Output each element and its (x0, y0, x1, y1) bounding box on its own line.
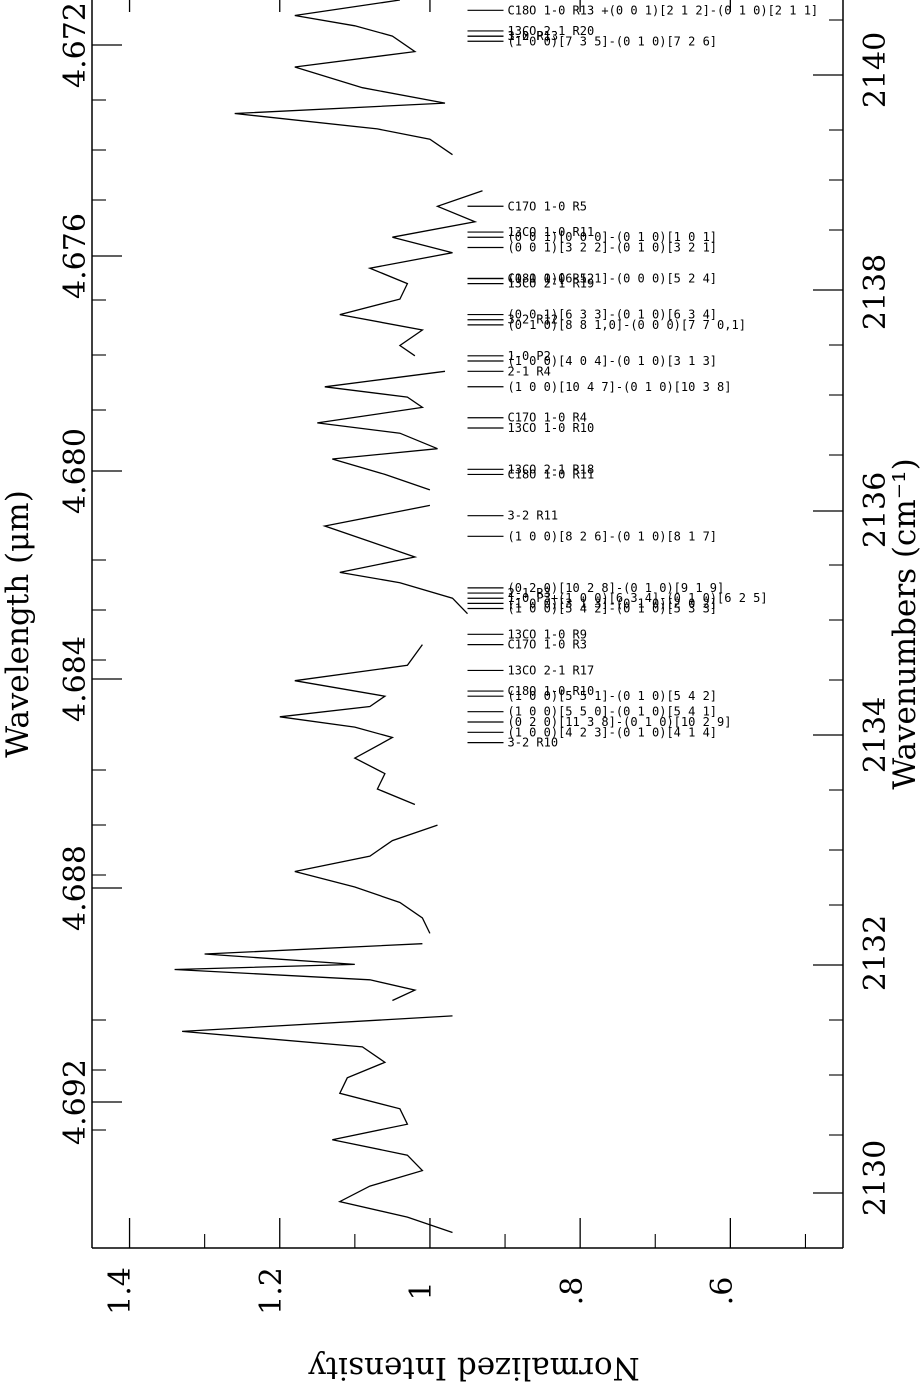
line-id-label: 3-2 R12 (508, 313, 559, 327)
line-id-label: 2-1 R3 (508, 586, 551, 600)
line-identifications: C18O 1-0 R13 +(0 0 1)[2 1 2]-(0 1 0)[2 1… (467, 3, 819, 750)
intensity-tick-label: .8 (555, 1277, 590, 1306)
wavenumber-axis-title: Wavenumbers (cm⁻¹) (887, 458, 923, 789)
line-id-label: C18O 1-0 R10 (508, 684, 595, 698)
wavenumber-tick-label: 2130 (858, 1140, 893, 1216)
wavenumber-tick-label: 2138 (858, 254, 893, 330)
spectrum-segment (317, 370, 446, 491)
line-id-label: 13CO 1-0 R11 (508, 225, 595, 239)
line-id-label: (0 2 0)[10 2 8]-(0 1 0)[9 1 9] (508, 581, 725, 595)
intensity-tick-label: 1 (404, 1281, 439, 1300)
spectrum-trace (174, 0, 483, 1234)
line-id-label: 1-0 P2 (508, 349, 551, 363)
line-id-label: 13CO 1-0 R10 (508, 421, 595, 435)
wavelength-tick-labels: 4.672 4.676 4.680 4.684 4.688 4.692 (58, 2, 93, 1145)
spectrum-segment (339, 190, 483, 357)
wavelength-tick-label: 4.688 (58, 845, 93, 931)
line-id-label: (1 0 0)[10 4 7]-(0 1 0)[10 3 8] (508, 380, 732, 394)
spectrum-segment (182, 1015, 453, 1234)
intensity-tick-label: 1.2 (254, 1267, 289, 1315)
wavelength-tick-label: 4.692 (58, 1059, 93, 1145)
line-id-label: (1 0 0)[8 2 6]-(0 1 0)[8 1 7] (508, 529, 718, 543)
line-id-label: (1 0 0)[5 5 0]-(0 1 0)[5 4 1] (508, 705, 718, 719)
line-id-label: C18O 1-0 R11 (508, 467, 595, 481)
spectrum-segment (174, 943, 423, 1002)
wavenumber-tick-label: 2136 (858, 472, 893, 548)
line-id-label: 13CO 1-0 R9 (508, 627, 587, 641)
line-id-label: C17O 1-0 R4 (508, 411, 587, 425)
line-id-label: (1 0 0)[7 3 5]-(0 1 0)[7 2 6] (508, 34, 718, 48)
line-id-label: (1 0 0)[4 0 4]-(0 1 0)[3 1 3] (508, 354, 718, 368)
spectrum-segment (234, 0, 453, 156)
intensity-tick-label: .6 (705, 1277, 740, 1306)
line-id-label: (0 0 1)[3 2 2]-(0 1 0)[3 2 1] (508, 241, 718, 255)
line-id-label: (0 1 0)[8 8 1,0]-(0 0 0)[7 7 0,1] (508, 318, 746, 332)
line-id-label: C18O 1-0 R12 (508, 271, 595, 285)
line-id-label: 13CO 2-1 R18 (508, 462, 595, 476)
line-id-label: (0 2 0)[11 3 8]-(0 1 0)[10 2 9] (508, 715, 732, 729)
intensity-tick-labels: 1.4 1.2 1 .8 .6 (103, 1267, 740, 1315)
spectrum-segment (294, 824, 438, 934)
wavelength-axis-title: Wavelength (μm) (0, 490, 36, 758)
tick-marks (92, 0, 843, 1248)
line-id-label: C17O 1-0 R5 (508, 199, 587, 213)
line-id-label: (1 0 0)[3 1 3]-(0 1 0)[2 0 2] (508, 596, 718, 610)
line-id-label: 13CO 2-1 R17 (508, 663, 595, 677)
wavelength-tick-label: 4.672 (58, 2, 93, 88)
line-id-label: 13CO 2-1 R20 (508, 24, 595, 38)
line-id-label: 1-0 P1 (508, 29, 551, 43)
wavenumber-tick-label: 2134 (858, 697, 893, 773)
line-id-label: 3-2 R13 (508, 29, 559, 43)
line-id-label: 13CO 2-1 R19 (508, 277, 595, 291)
line-id-label: (0 1 0)[6 5 1]-(0 0 0)[5 2 4] (508, 271, 718, 285)
wavenumber-tick-label: 2140 (858, 32, 893, 108)
intensity-tick-label: 1.4 (103, 1267, 138, 1315)
line-id-label: (1 0 0)[5 4 2]-(0 1 0)[5 3 3] (508, 602, 718, 616)
spectrum-segment (322, 504, 468, 615)
line-id-label: C18O 1-0 R13 +(0 0 1)[2 1 2]-(0 1 0)[2 1… (508, 3, 819, 17)
wavelength-tick-label: 4.684 (58, 636, 93, 722)
intensity-axis-title: Normalized Intensity (308, 1350, 640, 1383)
spectrum-segment (279, 644, 423, 806)
wavenumber-tick-labels: 2140 2138 2136 2134 2132 2130 (858, 32, 893, 1216)
line-id-label: C17O 1-0 R3 (508, 638, 587, 652)
line-id-label: (1 0 0)[4 2 3]-(0 1 0)[4 1 4] (508, 725, 718, 739)
wavenumber-tick-label: 2132 (858, 915, 893, 991)
wavelength-tick-label: 4.680 (58, 428, 93, 514)
wavelength-tick-label: 4.676 (58, 213, 93, 299)
line-id-label: 3-2 R10 (508, 736, 559, 750)
line-id-label: (0 0 1)[6 3 3]-(0 1 0)[6 3 4] (508, 308, 718, 322)
line-id-label: 3-2 R11 (508, 509, 559, 523)
line-id-label: 1-0 P3+(1 0 0)[6 3 4]-(0 1 0)[6 2 5] (508, 591, 768, 605)
line-id-label: 2-1 R4 (508, 364, 551, 378)
line-id-label: (1 0 0)[5 5 1]-(0 1 0)[5 4 2] (508, 689, 718, 703)
line-id-label: (0 0 1)[0 0 0]-(0 1 0)[1 0 1] (508, 230, 718, 244)
